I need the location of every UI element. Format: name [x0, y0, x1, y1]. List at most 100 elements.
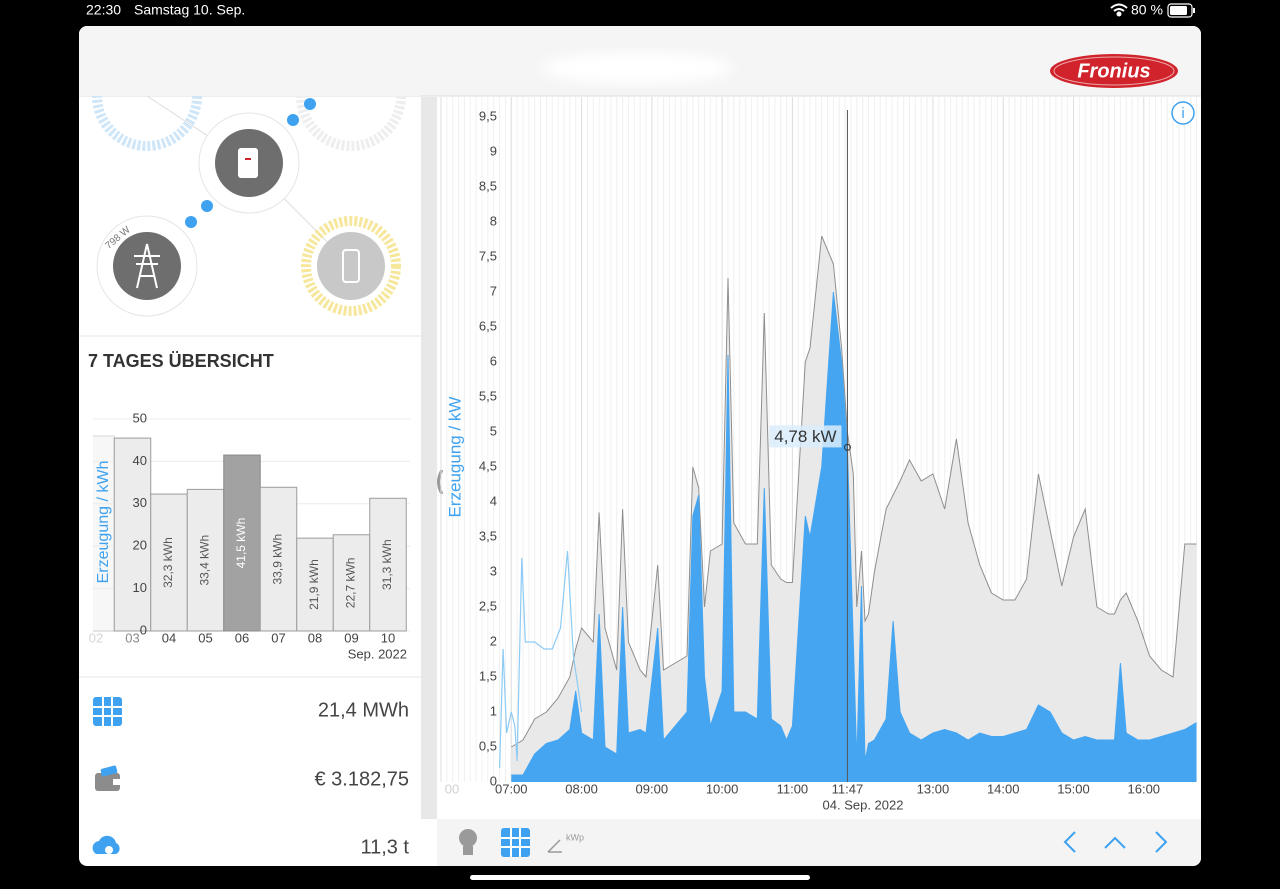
y-tick-label: 0 [490, 773, 497, 788]
x-tick-label: 02 [89, 630, 103, 645]
blurred-name [542, 52, 732, 84]
bar-value-label: 31,3 kWh [380, 539, 394, 590]
wallet-icon [95, 765, 120, 791]
x-tick-label: 15:00 [1057, 781, 1090, 796]
toolbar [437, 819, 1201, 866]
bar [332, 534, 371, 632]
x-tick-label: 04 [162, 630, 176, 645]
solar-icon [93, 697, 122, 726]
production-chart: 0 0,5 1 1,5 2 2,5 3 3,5 4 4,5 5 5,5 6 6,5 7 7,5 8 8,5 9 9,5… [440, 97, 1197, 812]
logo-text: Fronius [1077, 60, 1150, 82]
y-tick-label: 0 [140, 622, 147, 637]
bar-value-label: 22,7 kWh [344, 558, 358, 609]
flow-diagram [79, 40, 421, 317]
y-axis-label: Erzeugung / kW [445, 397, 464, 518]
bar [296, 537, 334, 632]
area [511, 292, 1197, 782]
y-tick-label: 4 [490, 493, 497, 508]
panel-button[interactable] [501, 828, 530, 857]
status-date: Samstag 10. Sep. [134, 2, 245, 18]
cursor-value-label: 4,78 kW [774, 427, 836, 446]
cursor-x-label: 11:47 [832, 781, 864, 796]
x-tick-label: 10 [381, 630, 395, 645]
x-tick-label: 08:00 [565, 781, 598, 796]
y-tick-label: 50 [133, 410, 147, 425]
bar-value-label: 21,9 kWh [307, 559, 321, 610]
y-tick-label: 5 [490, 423, 497, 438]
prev-button[interactable] [1063, 831, 1076, 853]
y-tick-label: 1,5 [479, 668, 497, 683]
bar [150, 493, 188, 632]
y-tick-label: 10 [133, 580, 147, 595]
y-tick-label: 3,5 [479, 528, 497, 543]
status-time: 22:30 [86, 2, 121, 18]
y-tick-label: 8,5 [479, 178, 497, 193]
bar-value-label: 32,3 kWh [161, 537, 175, 588]
logo-ring [1053, 56, 1175, 86]
x-tick-label: 07:00 [495, 781, 528, 796]
bar [369, 497, 407, 632]
divider [421, 97, 437, 819]
kwp-button[interactable]: kWp [547, 832, 584, 853]
battery-icon [1167, 3, 1195, 18]
bulb-button[interactable] [459, 829, 477, 855]
info-button[interactable]: i [1171, 101, 1195, 125]
x-tick-label: 03 [125, 630, 139, 645]
status-battery: 80 % [1131, 2, 1163, 18]
x-tick-label: 09:00 [636, 781, 669, 796]
bars [93, 435, 407, 632]
x-tick-label: 11:00 [777, 781, 809, 796]
bar-value-label: 33,4 kWh [198, 535, 212, 586]
x-tick-label: 10:00 [706, 781, 739, 796]
x-axis-label: 04. Sep. 2022 [823, 797, 904, 812]
svg-text:i: i [1181, 105, 1184, 122]
y-tick-label: 7,5 [479, 248, 497, 263]
x-tick-label: 00 [445, 781, 459, 796]
x-tick-label: 05 [198, 630, 212, 645]
x-tick-label: 16:00 [1128, 781, 1161, 796]
bar-value-label: 33,9 kWh [271, 534, 285, 585]
logo [1050, 54, 1178, 88]
week-chart: 02 03 32,3 kWh 04 33,4 kWh 05 41,5 kWh 06 33,9 k… [89, 410, 410, 661]
cursor-label-bg [769, 425, 842, 448]
y-tick-label: 30 [133, 495, 147, 510]
bar-value-label: 41,5 kWh [234, 518, 248, 569]
x-tick-label: 08 [308, 630, 322, 645]
line [511, 235, 1197, 748]
x-tick-label: 06 [235, 630, 249, 645]
plot [499, 235, 1197, 782]
bar [259, 486, 298, 632]
y-tick-label: 20 [133, 538, 147, 553]
x-axis-label: Sep. 2022 [348, 646, 407, 661]
x-tick-label: 13:00 [917, 781, 950, 796]
y-tick-label: 5,5 [479, 388, 497, 403]
y-tick-label: 3 [490, 563, 497, 578]
y-tick-label: 6 [490, 353, 497, 368]
kwp-label: kWp [566, 832, 584, 842]
x-tick-label: 09 [344, 630, 358, 645]
stat-energy: 21,4 MWh [318, 699, 409, 721]
y-tick-label: 8 [490, 213, 497, 228]
y-tick-label: 9 [490, 143, 497, 158]
line [511, 291, 1197, 776]
stat-co2: 11,3 t [360, 836, 409, 858]
bar [113, 437, 152, 632]
y-tick-label: 4,5 [479, 458, 497, 473]
y-tick-label: 2,5 [479, 598, 497, 613]
wifi-icon [1110, 3, 1128, 17]
cursor-x-bg [827, 782, 868, 798]
y-tick-label: 6,5 [479, 318, 497, 333]
cursor-point [843, 443, 851, 451]
stat-money: € 3.182,75 [314, 768, 409, 790]
y-tick-label: 40 [133, 453, 147, 468]
bar [186, 488, 225, 632]
y-tick-label: 9,5 [479, 108, 497, 123]
next-button[interactable] [1155, 831, 1168, 853]
up-button[interactable] [1104, 836, 1126, 849]
x-tick-label: 07 [271, 630, 285, 645]
x-tick-label: 14:00 [987, 781, 1020, 796]
y-tick-label: 2 [490, 633, 497, 648]
bar [223, 454, 261, 632]
